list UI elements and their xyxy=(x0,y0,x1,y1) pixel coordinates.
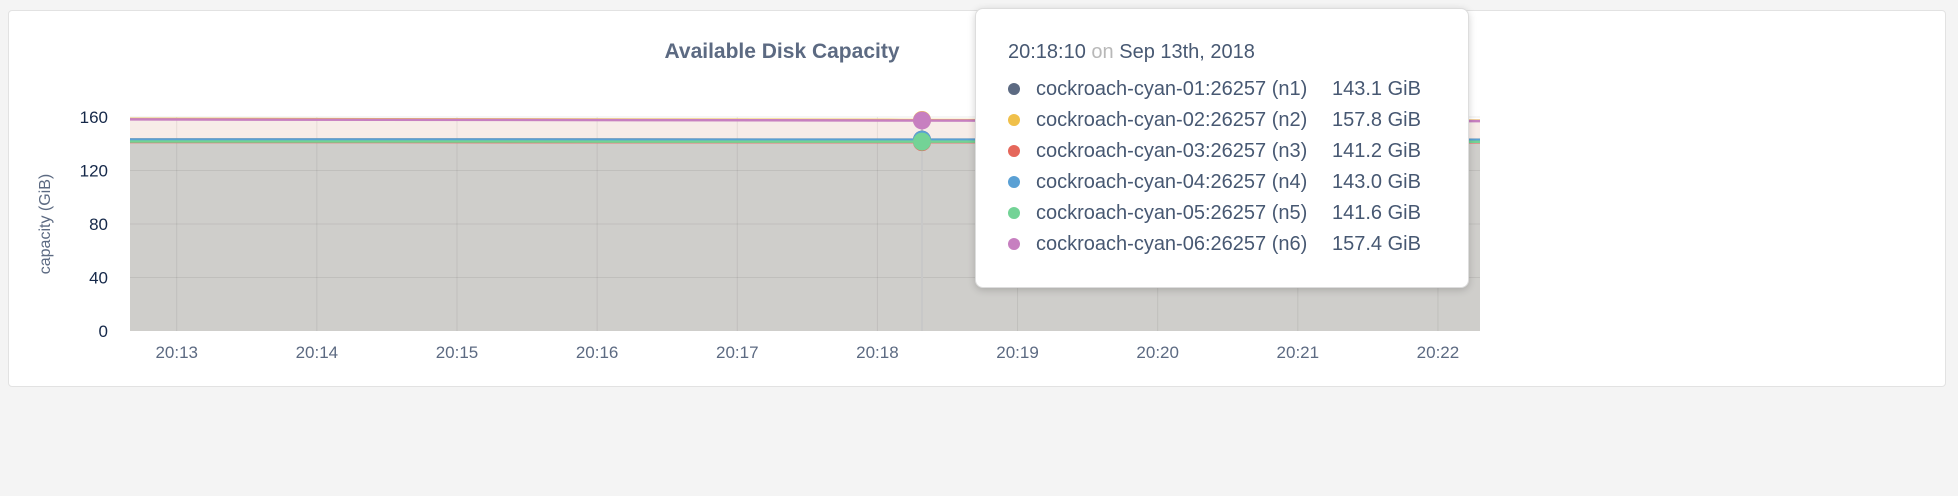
series-color-dot-icon xyxy=(1008,83,1020,95)
tooltip-row-value: 157.8 GiB xyxy=(1332,108,1421,131)
tooltip-row-value: 141.6 GiB xyxy=(1332,201,1421,224)
x-tick-label: 20:21 xyxy=(1277,343,1320,362)
series-color-dot-icon xyxy=(1008,207,1020,219)
x-tick-label: 20:20 xyxy=(1136,343,1179,362)
tooltip-row: cockroach-cyan-05:26257 (n5) 141.6 GiB xyxy=(1008,198,1421,228)
tooltip-row: cockroach-cyan-01:26257 (n1) 143.1 GiB xyxy=(1008,74,1421,104)
x-tick-label: 20:22 xyxy=(1417,343,1460,362)
tooltip-row-label: cockroach-cyan-04:26257 (n4) xyxy=(1036,170,1308,193)
x-tick-label: 20:18 xyxy=(856,343,899,362)
y-axis-label: capacity (GiB) xyxy=(37,174,54,274)
tooltip-row-value: 143.1 GiB xyxy=(1332,77,1421,100)
series-color-dot-icon xyxy=(1008,114,1020,126)
x-tick-label: 20:17 xyxy=(716,343,759,362)
x-tick-label: 20:15 xyxy=(436,343,479,362)
tooltip-row: cockroach-cyan-04:26257 (n4) 143.0 GiB xyxy=(1008,167,1421,197)
tooltip-header: 20:18:10 on Sep 13th, 2018 xyxy=(1008,41,1255,64)
tooltip-row-label: cockroach-cyan-06:26257 (n6) xyxy=(1036,232,1308,255)
tooltip-row-value: 157.4 GiB xyxy=(1332,232,1421,255)
y-tick-label: 160 xyxy=(80,108,108,127)
y-tick-label: 120 xyxy=(80,162,108,181)
series-color-dot-icon xyxy=(1008,145,1020,157)
tooltip-row-label: cockroach-cyan-05:26257 (n5) xyxy=(1036,201,1308,224)
tooltip-time: 20:18:10 xyxy=(1008,41,1086,63)
y-tick-label: 80 xyxy=(89,215,108,234)
tooltip: 20:18:10 on Sep 13th, 2018 cockroach-cya… xyxy=(975,8,1469,288)
y-tick-label: 40 xyxy=(89,269,108,288)
hover-point xyxy=(913,132,931,151)
tooltip-row-label: cockroach-cyan-03:26257 (n3) xyxy=(1036,139,1308,162)
tooltip-on: on xyxy=(1091,41,1114,63)
tooltip-row: cockroach-cyan-03:26257 (n3) 141.2 GiB xyxy=(1008,136,1421,166)
x-tick-label: 20:14 xyxy=(296,343,339,362)
tooltip-row-value: 141.2 GiB xyxy=(1332,139,1421,162)
tooltip-row-label: cockroach-cyan-02:26257 (n2) xyxy=(1036,108,1308,131)
x-tick-label: 20:19 xyxy=(996,343,1039,362)
x-tick-label: 20:16 xyxy=(576,343,619,362)
chart-title: Available Disk Capacity xyxy=(664,40,900,63)
x-tick-label: 20:13 xyxy=(155,343,198,362)
tooltip-row: cockroach-cyan-06:26257 (n6) 157.4 GiB xyxy=(1008,229,1421,259)
series-color-dot-icon xyxy=(1008,176,1020,188)
tooltip-row-value: 143.0 GiB xyxy=(1332,170,1421,193)
tooltip-row-label: cockroach-cyan-01:26257 (n1) xyxy=(1036,77,1308,100)
tooltip-row: cockroach-cyan-02:26257 (n2) 157.8 GiB xyxy=(1008,105,1421,135)
series-color-dot-icon xyxy=(1008,238,1020,250)
hover-point xyxy=(913,111,931,130)
y-tick-label: 0 xyxy=(99,322,108,341)
tooltip-date: Sep 13th, 2018 xyxy=(1119,41,1255,63)
